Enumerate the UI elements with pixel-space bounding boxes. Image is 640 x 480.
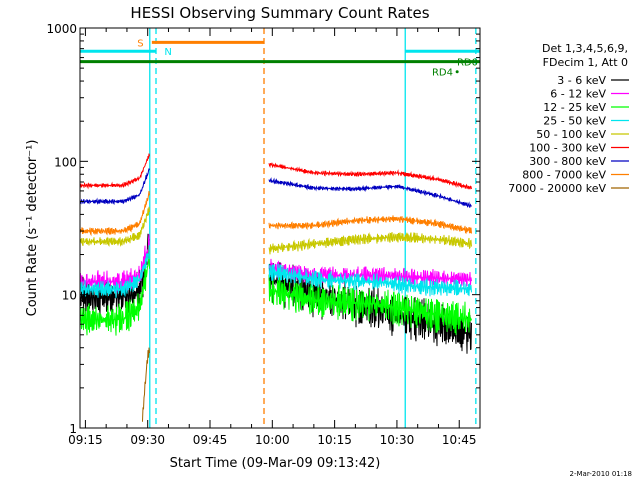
annotation-s: S <box>137 38 143 49</box>
legend-label-9: 7000 - 20000 keV <box>508 182 606 195</box>
y-tick-label-1: 1 <box>69 422 77 436</box>
series-8-segment-2 <box>268 215 472 234</box>
legend-label-8: 800 - 7000 keV <box>522 169 606 182</box>
y-tick-label-10: 10 <box>62 289 77 303</box>
series-8-segment-1 <box>79 190 150 237</box>
legend-label-6: 100 - 300 keV <box>529 142 606 155</box>
series-6-segment-2 <box>268 162 472 190</box>
x-tick-label: 10:30 <box>380 433 415 447</box>
series-5-segment-1 <box>79 206 150 247</box>
series-3-segment-1 <box>79 245 150 336</box>
legend-label-5: 50 - 100 keV <box>536 128 606 141</box>
y-tick-label-100: 100 <box>54 155 77 169</box>
plot-area: S N RD0 RD4 <box>79 28 480 428</box>
x-tick-label: 09:15 <box>68 433 103 447</box>
legend-label-1: 3 - 6 keV <box>557 74 606 87</box>
x-tick-label: 09:30 <box>130 433 165 447</box>
legend-label-4: 25 - 50 keV <box>543 115 606 128</box>
x-tick-label: 10:45 <box>442 433 477 447</box>
y-tick-label-1000: 1000 <box>46 22 77 36</box>
annotation-rd4: RD4 <box>432 68 453 79</box>
series-3-segment-2 <box>268 272 472 335</box>
series-7-segment-1 <box>79 168 150 206</box>
y-axis-label: Count Rate (s⁻¹ detector⁻¹) <box>25 140 40 317</box>
legend-label-2: 6 - 12 keV <box>550 88 606 101</box>
legend-label-3: 12 - 25 keV <box>543 101 606 114</box>
series-6-segment-1 <box>79 153 150 190</box>
x-tick-label: 09:45 <box>193 433 228 447</box>
chart-title: HESSI Observing Summary Count Rates <box>130 4 429 22</box>
annotation-n: N <box>164 47 171 58</box>
footer-date: 2-Mar-2010 01:18 <box>570 470 632 478</box>
legend-label-7: 300 - 800 keV <box>529 155 606 168</box>
plot-frame <box>79 27 481 429</box>
series-4-segment-2 <box>268 263 472 297</box>
series-9-segment-1 <box>142 347 150 422</box>
series-5-segment-2 <box>268 231 472 255</box>
legend-header-line-1: Det 1,3,4,5,6,9, <box>542 42 628 55</box>
series-7-segment-2 <box>268 177 472 208</box>
legend-header-line-2: FDecim 1, Att 0 <box>543 56 628 69</box>
series-4-segment-1 <box>79 244 150 299</box>
axes: 1 10 100 1000 09:15 09:30 09:45 10:00 10:15 10:30… <box>46 22 481 447</box>
x-axis-label: Start Time (09-Mar-09 09:13:42) <box>170 456 381 471</box>
annotation-rd0: RD0 <box>457 58 478 69</box>
x-tick-label: 10:15 <box>317 433 352 447</box>
rd4-marker <box>455 70 459 74</box>
x-tick-label: 10:00 <box>255 433 290 447</box>
